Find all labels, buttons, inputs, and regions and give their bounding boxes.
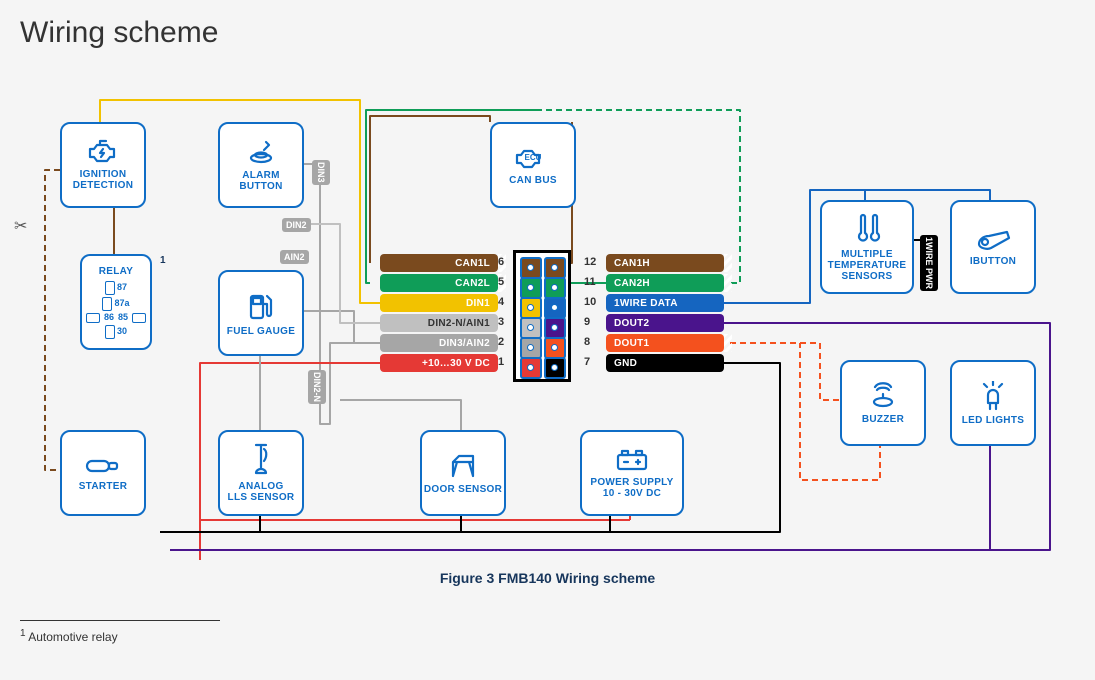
tag-din2: DIN2: [282, 218, 311, 232]
box-label: STARTER: [79, 481, 128, 492]
fuel-pump-icon: [247, 290, 275, 322]
pin-number: 10: [584, 296, 596, 308]
led-icon: [980, 381, 1006, 411]
footnote-text: Automotive relay: [28, 630, 117, 644]
footnote: 1 Automotive relay: [20, 628, 118, 644]
pin-socket: [520, 357, 542, 379]
box-led-lights: LED LIGHTS: [950, 360, 1036, 446]
footnote-rule: [20, 620, 220, 621]
svg-text:ECU: ECU: [525, 153, 542, 162]
pin-number: 9: [584, 316, 590, 328]
box-label: IGNITIONDETECTION: [73, 169, 133, 191]
box-ignition-detection: IGNITIONDETECTION: [60, 122, 146, 208]
box-label: ANALOGLLS SENSOR: [228, 481, 295, 503]
pin-number: 7: [584, 356, 590, 368]
thermometer-icon: [849, 213, 885, 245]
box-alarm-button: ALARM BUTTON: [218, 122, 304, 208]
box-label: ALARM BUTTON: [220, 170, 302, 192]
wiring-diagram: ✂ 1 IGNITIONDETECTION ALARM BUTTON ECU C…: [20, 60, 1075, 560]
tag-1wire-pwr: 1WIRE PWR: [920, 235, 938, 291]
pin-number: 6: [498, 256, 504, 268]
pin-label-din3-ain2: DIN3/AIN2: [380, 334, 498, 352]
pin-socket: [520, 277, 542, 299]
pin-label-can1h: CAN1H: [606, 254, 724, 272]
tag-ain2: AIN2: [280, 250, 309, 264]
box-label: CAN BUS: [509, 175, 557, 186]
pin-socket: [544, 257, 566, 279]
pin-label-dout1: DOUT1: [606, 334, 724, 352]
pin-socket: [544, 317, 566, 339]
pin-number: 4: [498, 296, 504, 308]
pin-label-dout2: DOUT2: [606, 314, 724, 332]
pin-label-din1: DIN1: [380, 294, 498, 312]
pin-socket: [520, 317, 542, 339]
box-ibutton: IBUTTON: [950, 200, 1036, 294]
box-can-bus: ECU CAN BUS: [490, 122, 576, 208]
button-press-icon: [246, 138, 276, 166]
connector-pin-grid: [513, 250, 571, 382]
pin-socket: [544, 277, 566, 299]
box-buzzer: BUZZER: [840, 360, 926, 446]
pin-label-gnd: GND: [606, 354, 724, 372]
tag-din2n: DIN2-N: [308, 370, 326, 404]
box-label: LED LIGHTS: [962, 415, 1024, 426]
relay-terminal: 85: [118, 313, 128, 322]
buzzer-icon: [868, 382, 898, 410]
pin-number: 2: [498, 336, 504, 348]
box-label: POWER SUPPLY10 - 30V DC: [590, 477, 673, 499]
scissors-icon: ✂: [14, 216, 27, 236]
ecu-icon: ECU: [513, 145, 553, 171]
pin-socket: [544, 337, 566, 359]
pin-label-can1l: CAN1L: [380, 254, 498, 272]
box-relay: RELAY 87 87a 86 85 30: [80, 254, 152, 350]
ibutton-icon: [973, 228, 1013, 252]
box-door-sensor: DOOR SENSOR: [420, 430, 506, 516]
pin-number: 12: [584, 256, 596, 268]
box-label: IBUTTON: [970, 256, 1016, 267]
starter-icon: [85, 455, 121, 477]
engine-icon: [86, 139, 120, 165]
relay-terminal: 87a: [114, 299, 129, 308]
box-starter: STARTER: [60, 430, 146, 516]
tag-din3: DIN3: [312, 160, 330, 185]
figure-caption: Figure 3 FMB140 Wiring scheme: [0, 570, 1095, 586]
pin-label-din2-n-ain1: DIN2-N/AIN1: [380, 314, 498, 332]
box-label: DOOR SENSOR: [424, 484, 502, 495]
lls-sensor-icon: [250, 443, 272, 477]
box-label: MULTIPLETEMPERATURESENSORS: [828, 249, 907, 282]
box-temperature-sensors: MULTIPLETEMPERATURESENSORS: [820, 200, 914, 294]
pin-label-can2h: CAN2H: [606, 274, 724, 292]
pin-socket: [520, 297, 542, 319]
pin-number: 11: [584, 276, 596, 288]
box-analog-lls: ANALOGLLS SENSOR: [218, 430, 304, 516]
box-label: RELAY: [99, 266, 133, 277]
pin-number: 3: [498, 316, 504, 328]
box-fuel-gauge: FUEL GAUGE: [218, 270, 304, 356]
pin-number: 1: [498, 356, 504, 368]
pin-label-1wire-data: 1WIRE DATA: [606, 294, 724, 312]
relay-terminal: 86: [104, 313, 114, 322]
box-label: BUZZER: [862, 414, 904, 425]
pin-number: 5: [498, 276, 504, 288]
pin-socket: [544, 297, 566, 319]
relay-terminal: 30: [117, 327, 127, 336]
page-title: Wiring scheme: [20, 16, 218, 50]
footnote-number: 1: [20, 628, 26, 639]
car-door-icon: [447, 452, 479, 480]
footnote-ref-marker: 1: [160, 255, 166, 266]
pin-socket: [520, 337, 542, 359]
battery-icon: [614, 447, 650, 473]
pin-socket: [520, 257, 542, 279]
box-label: FUEL GAUGE: [227, 326, 295, 337]
pin-socket: [544, 357, 566, 379]
box-power-supply: POWER SUPPLY10 - 30V DC: [580, 430, 684, 516]
pin-number: 8: [584, 336, 590, 348]
pin-label-can2l: CAN2L: [380, 274, 498, 292]
pin-label--10-30-v-dc: +10…30 V DC: [380, 354, 498, 372]
relay-terminal: 87: [117, 283, 127, 292]
